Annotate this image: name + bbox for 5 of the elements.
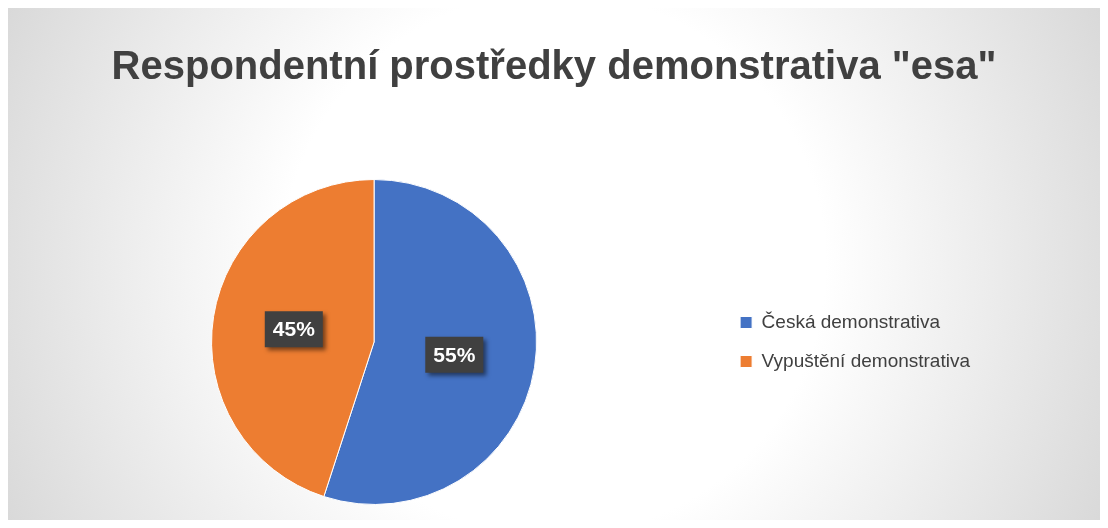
legend-label: Česká demonstrativa — [761, 310, 941, 332]
data-label: 55% — [433, 342, 476, 366]
chart-title: Respondentní prostředky demonstrativa "esa" — [110, 42, 998, 89]
legend-label: Vypuštění demonstrativa — [761, 349, 971, 371]
data-label: 45% — [272, 317, 316, 341]
